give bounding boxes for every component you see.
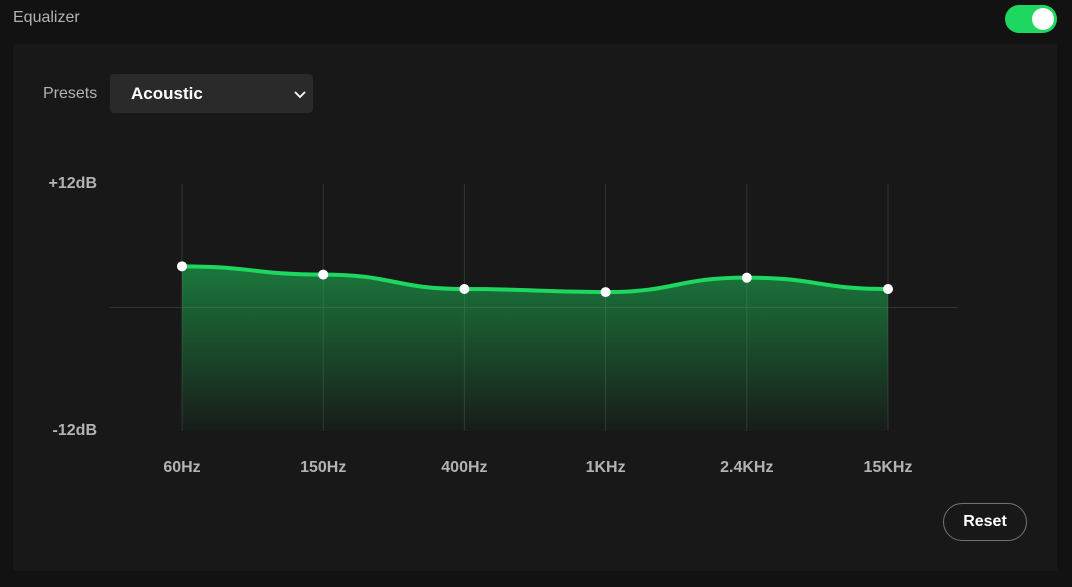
preset-selected: Acoustic — [131, 84, 203, 103]
chevron-icon — [294, 91, 306, 99]
x-tick-label: 60Hz — [163, 459, 200, 476]
reset-button[interactable]: Reset — [943, 503, 1027, 541]
x-tick-label: 400Hz — [441, 459, 487, 476]
eq-handle[interactable] — [600, 287, 611, 298]
x-tick-label: 15KHz — [864, 459, 913, 476]
x-tick-label: 1KHz — [586, 459, 626, 476]
y-tick-label: +12dB — [49, 175, 97, 192]
toggle-knob — [1032, 8, 1054, 30]
presets-label: Presets — [43, 85, 98, 102]
eq-handle[interactable] — [741, 272, 752, 283]
presets-dropdown[interactable]: Acoustic — [110, 74, 313, 113]
x-tick-label: 150Hz — [300, 459, 346, 476]
header-title: Equalizer — [13, 9, 80, 26]
eq-handle[interactable] — [459, 283, 470, 294]
eq-handle[interactable] — [883, 283, 893, 294]
x-tick-label: 2.4KHz — [720, 459, 773, 476]
equalizer-toggle[interactable] — [1005, 5, 1057, 33]
eq-line — [181, 264, 889, 295]
eq-handle[interactable] — [177, 261, 187, 272]
eq-area — [182, 266, 888, 431]
eq-handle[interactable] — [318, 269, 329, 280]
y-tick-label: -12dB — [53, 422, 97, 439]
